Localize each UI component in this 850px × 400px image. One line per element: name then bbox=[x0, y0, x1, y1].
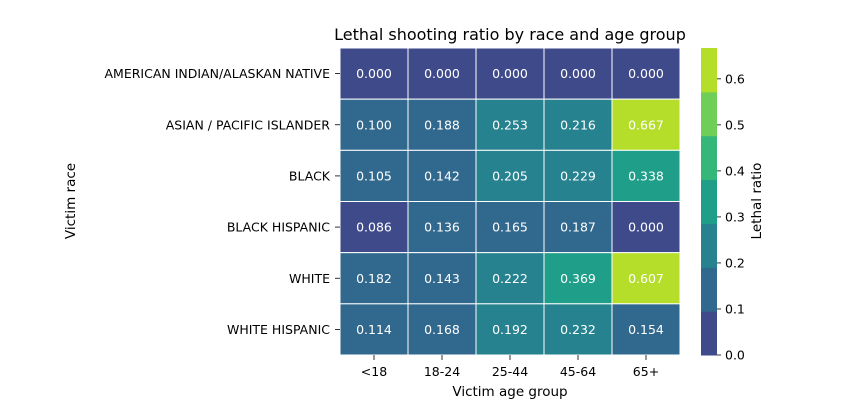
cell-value-label: 0.114 bbox=[356, 322, 392, 337]
colorbar-tick-label: 0.1 bbox=[725, 301, 745, 316]
heatmap-cell bbox=[475, 201, 545, 254]
x-tick-label: 65+ bbox=[633, 364, 659, 379]
cell-value-label: 0.182 bbox=[356, 271, 392, 286]
chart-title: Lethal shooting ratio by race and age gr… bbox=[334, 25, 686, 44]
cell-value-label: 0.000 bbox=[628, 66, 664, 81]
cell-value-label: 0.165 bbox=[492, 220, 528, 235]
colorbar-tick-label: 0.3 bbox=[725, 209, 745, 224]
cell-value-label: 0.338 bbox=[628, 168, 664, 183]
cell-value-label: 0.232 bbox=[560, 322, 596, 337]
cell-value-label: 0.000 bbox=[628, 220, 664, 235]
cell-value-label: 0.000 bbox=[424, 66, 460, 81]
heatmap-cell bbox=[475, 98, 545, 151]
cell-value-label: 0.229 bbox=[560, 168, 596, 183]
heatmap-cell bbox=[407, 47, 477, 100]
heatmap-cell bbox=[543, 149, 613, 202]
y-axis-ticks: AMERICAN INDIAN/ALASKAN NATIVE ASIAN / PA… bbox=[104, 66, 340, 337]
cell-value-label: 0.205 bbox=[492, 168, 528, 183]
cell-value-label: 0.192 bbox=[492, 322, 528, 337]
cell-value-label: 0.000 bbox=[492, 66, 528, 81]
heatmap-cell bbox=[543, 201, 613, 254]
colorbar-tick-label: 0.4 bbox=[725, 163, 745, 178]
heatmap-cells: 0.000 0.000 0.000 0.000 0.000 0.100 0.188 0.253… bbox=[339, 47, 681, 356]
cell-value-label: 0.143 bbox=[424, 271, 460, 286]
cell-value-label: 0.154 bbox=[628, 322, 664, 337]
colorbar-segment bbox=[701, 179, 717, 224]
cell-value-label: 0.369 bbox=[560, 271, 596, 286]
y-tick-label: AMERICAN INDIAN/ALASKAN NATIVE bbox=[104, 66, 330, 81]
heatmap-cell bbox=[475, 252, 545, 305]
heatmap-cell bbox=[475, 303, 545, 356]
heatmap-cell bbox=[407, 303, 477, 356]
y-tick-label: BLACK HISPANIC bbox=[227, 220, 330, 235]
heatmap-cell bbox=[611, 201, 681, 254]
colorbar-tick-label: 0.5 bbox=[725, 117, 745, 132]
cell-value-label: 0.142 bbox=[424, 168, 460, 183]
y-tick-label: WHITE HISPANIC bbox=[227, 322, 330, 337]
x-tick-label: 25-44 bbox=[492, 364, 528, 379]
x-tick-label: 45-64 bbox=[560, 364, 596, 379]
cell-value-label: 0.100 bbox=[356, 117, 392, 132]
y-tick-label: ASIAN / PACIFIC ISLANDER bbox=[166, 117, 331, 132]
x-axis-ticks: <18 18-24 25-44 45-64 65+ bbox=[361, 355, 659, 379]
heatmap-cell bbox=[339, 252, 409, 305]
x-axis-label: Victim age group bbox=[452, 384, 567, 400]
cell-value-label: 0.086 bbox=[356, 220, 392, 235]
heatmap-cell bbox=[543, 303, 613, 356]
cell-value-label: 0.136 bbox=[424, 220, 460, 235]
heatmap-cell bbox=[611, 303, 681, 356]
heatmap-cell bbox=[407, 201, 477, 254]
heatmap-cell bbox=[611, 252, 681, 305]
heatmap-cell bbox=[407, 252, 477, 305]
cell-value-label: 0.000 bbox=[560, 66, 596, 81]
cell-value-label: 0.187 bbox=[560, 220, 596, 235]
colorbar: 0.0 0.1 0.2 0.3 0.4 0.5 0.6 bbox=[701, 48, 745, 363]
colorbar-tick-label: 0.2 bbox=[725, 255, 745, 270]
cell-value-label: 0.216 bbox=[560, 117, 596, 132]
colorbar-segment bbox=[701, 91, 717, 137]
colorbar-segment bbox=[701, 135, 717, 181]
colorbar-segment bbox=[701, 223, 717, 268]
colorbar-tick-label: 0.6 bbox=[725, 71, 745, 86]
colorbar-segment bbox=[701, 48, 717, 93]
cell-value-label: 0.607 bbox=[628, 271, 664, 286]
cell-value-label: 0.105 bbox=[356, 168, 392, 183]
cell-value-label: 0.168 bbox=[424, 322, 460, 337]
heatmap-cell bbox=[475, 47, 545, 100]
colorbar-segment bbox=[701, 311, 717, 356]
cell-value-label: 0.667 bbox=[628, 117, 664, 132]
colorbar-tick-label: 0.0 bbox=[725, 348, 745, 363]
y-tick-label: BLACK bbox=[289, 168, 331, 183]
colorbar-label: Lethal ratio bbox=[749, 163, 765, 240]
x-tick-label: 18-24 bbox=[424, 364, 460, 379]
heatmap-cell bbox=[611, 98, 681, 151]
cell-value-label: 0.253 bbox=[492, 117, 528, 132]
x-tick-label: <18 bbox=[361, 364, 387, 379]
colorbar-segment bbox=[701, 267, 717, 312]
heatmap-cell bbox=[407, 149, 477, 202]
cell-value-label: 0.188 bbox=[424, 117, 460, 132]
cell-value-label: 0.000 bbox=[356, 66, 392, 81]
heatmap-cell bbox=[339, 47, 409, 100]
y-tick-label: WHITE bbox=[289, 271, 330, 286]
cell-value-label: 0.222 bbox=[492, 271, 528, 286]
y-axis-label: Victim race bbox=[63, 163, 79, 239]
